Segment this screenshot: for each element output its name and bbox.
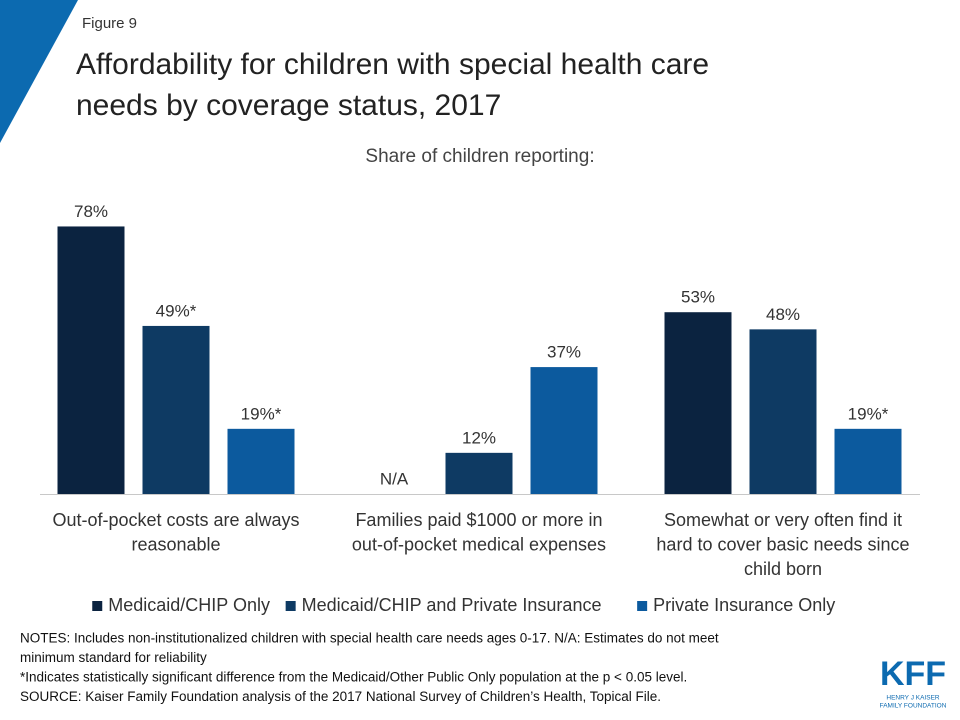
bar [834,428,902,494]
legend-swatch [285,601,296,611]
legend-swatch [92,601,103,611]
x-tick-label: Out-of-pocket costs are always [52,510,299,530]
x-tick-label: Families paid $1000 or more in [355,510,602,530]
chart-title: needs by coverage status, 2017 [76,89,501,122]
notes: NOTES: Includes non-institutionalized ch… [20,631,719,705]
note-line: *Indicates statistically significant dif… [20,670,687,685]
data-label: N/A [380,469,409,488]
legend-label: Private Insurance Only [653,595,835,615]
logo-line: HENRY J KAISER [886,695,940,702]
legend-swatch [637,601,648,611]
legend-label: Medicaid/CHIP and Private Insurance [302,595,602,615]
bar [749,329,817,494]
x-tick-label: child born [744,559,822,579]
bar [227,428,295,494]
bar [530,367,598,494]
chart-title: Affordability for children with special … [76,48,709,81]
data-label: 53% [681,288,715,307]
x-tick-label: out-of-pocket medical expenses [352,534,606,554]
x-tick-label: reasonable [131,534,220,554]
logo-line: FAMILY FOUNDATION [880,703,947,710]
bar [142,325,210,494]
bar [445,452,513,494]
data-label: 48% [766,305,800,324]
note-line: SOURCE: Kaiser Family Foundation analysi… [20,689,661,704]
data-label: 19%* [848,404,889,423]
data-label: 19%* [241,404,282,423]
logo-text: KFF [880,655,946,693]
bar [664,312,732,494]
note-line: NOTES: Includes non-institutionalized ch… [20,631,719,646]
corner-accent [0,0,78,143]
x-tick-label: hard to cover basic needs since [656,534,909,554]
bar [57,226,125,494]
data-label: 49%* [156,301,197,320]
data-label: 12% [462,428,496,447]
chart-subtitle: Share of children reporting: [365,146,594,167]
x-tick-label: Somewhat or very often find it [664,510,902,530]
figure-label: Figure 9 [82,15,137,32]
data-label: 78% [74,202,108,221]
legend-label: Medicaid/CHIP Only [108,595,270,615]
note-line: minimum standard for reliability [20,650,207,665]
data-label: 37% [547,343,581,362]
